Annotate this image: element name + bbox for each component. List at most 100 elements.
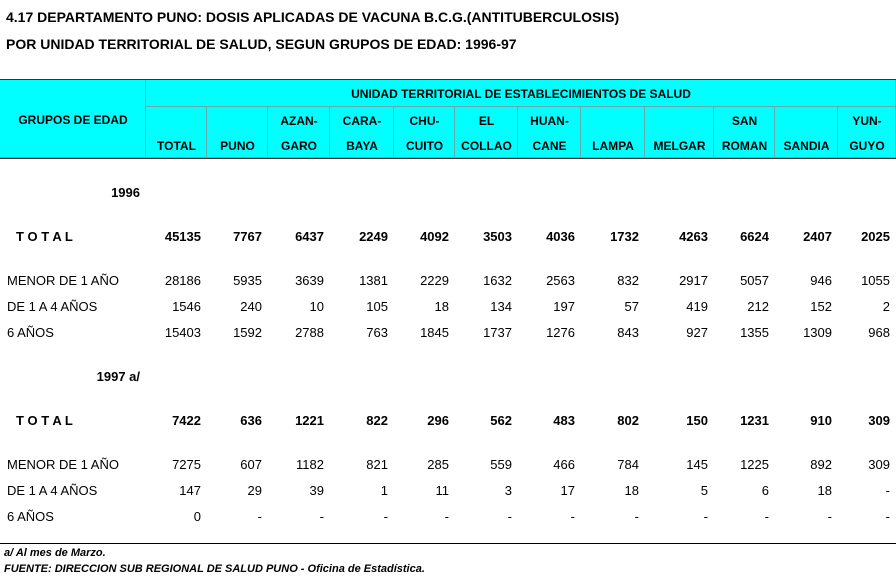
cell: - [764,509,769,524]
cell: 2025 [861,229,890,244]
cell: 1737 [483,325,512,340]
cell: 1309 [803,325,832,340]
title: 4.17 DEPARTAMENTO PUNO: DOSIS APLICADAS … [6,9,620,25]
row-label: T O T A L [16,413,73,428]
column-header: HUAN- [530,114,569,128]
cell: 483 [553,413,575,428]
header-cell [838,107,896,158]
row-label: 6 AÑOS [7,509,54,524]
cell: 1276 [546,325,575,340]
cell: 910 [810,413,832,428]
header-cell [268,107,330,158]
footnote: a/ Al mes de Marzo. [4,547,106,559]
cell: 2917 [679,273,708,288]
cell: 285 [427,457,449,472]
column-header: CANE [532,139,567,153]
cell: - [257,509,262,524]
cell: 1381 [359,273,388,288]
row-label: MENOR DE 1 AÑO [7,457,119,472]
cell: 39 [309,483,324,498]
column-header: MELGAR [653,139,706,153]
cell: 6 [761,483,769,498]
cell: 2407 [803,229,832,244]
cell: 2788 [295,325,324,340]
column-header: SANDIA [783,139,830,153]
cell: 1845 [420,325,449,340]
cell: 832 [617,273,639,288]
cell: - [703,509,708,524]
cell: 7767 [233,229,262,244]
cell: 1546 [172,299,201,314]
header-cell [455,107,518,158]
footnote: FUENTE: DIRECCION SUB REGIONAL DE SALUD … [4,563,425,575]
cell: 946 [810,273,832,288]
cell: 419 [686,299,708,314]
header-cell [714,107,775,158]
cell: 197 [553,299,575,314]
cell: 240 [240,299,262,314]
cell: 466 [553,457,575,472]
cell: 11 [435,483,450,498]
column-header: PUNO [220,139,255,153]
cell: 2 [882,299,890,314]
cell: 105 [366,299,388,314]
cell: 296 [427,413,449,428]
column-header: CARA- [342,114,382,128]
cell: 559 [490,457,512,472]
cell: 7422 [172,413,201,428]
cell: 10 [309,299,324,314]
cell: 57 [624,299,639,314]
column-header: CUITO [405,139,444,153]
cell: 562 [490,413,512,428]
cell: 784 [617,457,639,472]
cell: 1182 [296,457,324,472]
header-cell [775,107,838,158]
cell: 763 [366,325,388,340]
cell: 0 [193,509,201,524]
column-header: YUN- [852,114,882,128]
header-cell [146,107,207,158]
rule [0,543,896,544]
cell: 147 [179,483,201,498]
row-label: 6 AÑOS [7,325,54,340]
cell: 4092 [420,229,449,244]
cell: 1 [380,483,388,498]
cell: 7275 [172,457,201,472]
cell: 150 [686,413,708,428]
cell: 6624 [740,229,769,244]
header-cell [0,80,146,158]
cell: 822 [366,413,388,428]
cell: 4263 [679,229,708,244]
cell: 17 [560,483,575,498]
column-header: GARO [281,139,317,153]
cell: 968 [868,325,890,340]
cell: 5935 [233,273,262,288]
cell: 5057 [740,273,769,288]
column-header: COLLAO [461,139,512,153]
cell: 2229 [420,273,449,288]
cell: 3639 [295,273,324,288]
column-header: EL [478,114,495,128]
row-label: DE 1 A 4 AÑOS [7,299,98,314]
cell: 309 [868,457,890,472]
cell: 134 [490,299,512,314]
cell: 18 [434,299,449,314]
cell: - [507,509,512,524]
cell: 1732 [610,229,639,244]
cell: 607 [240,457,262,472]
cell: 892 [810,457,832,472]
cell: 1231 [740,413,769,428]
cell: 1592 [233,325,262,340]
cell: 927 [686,325,708,340]
header-cell [581,107,645,158]
cell: 145 [686,457,708,472]
year-label: 1996 [111,185,140,200]
cell: 18 [817,483,832,498]
cell: - [885,509,890,524]
cell: - [827,509,832,524]
cell: 3503 [483,229,512,244]
span-header: UNIDAD TERRITORIAL DE ESTABLECIMIENTOS D… [351,87,691,101]
cell: 212 [747,299,769,314]
cell: - [444,509,449,524]
header-cell [330,107,394,158]
